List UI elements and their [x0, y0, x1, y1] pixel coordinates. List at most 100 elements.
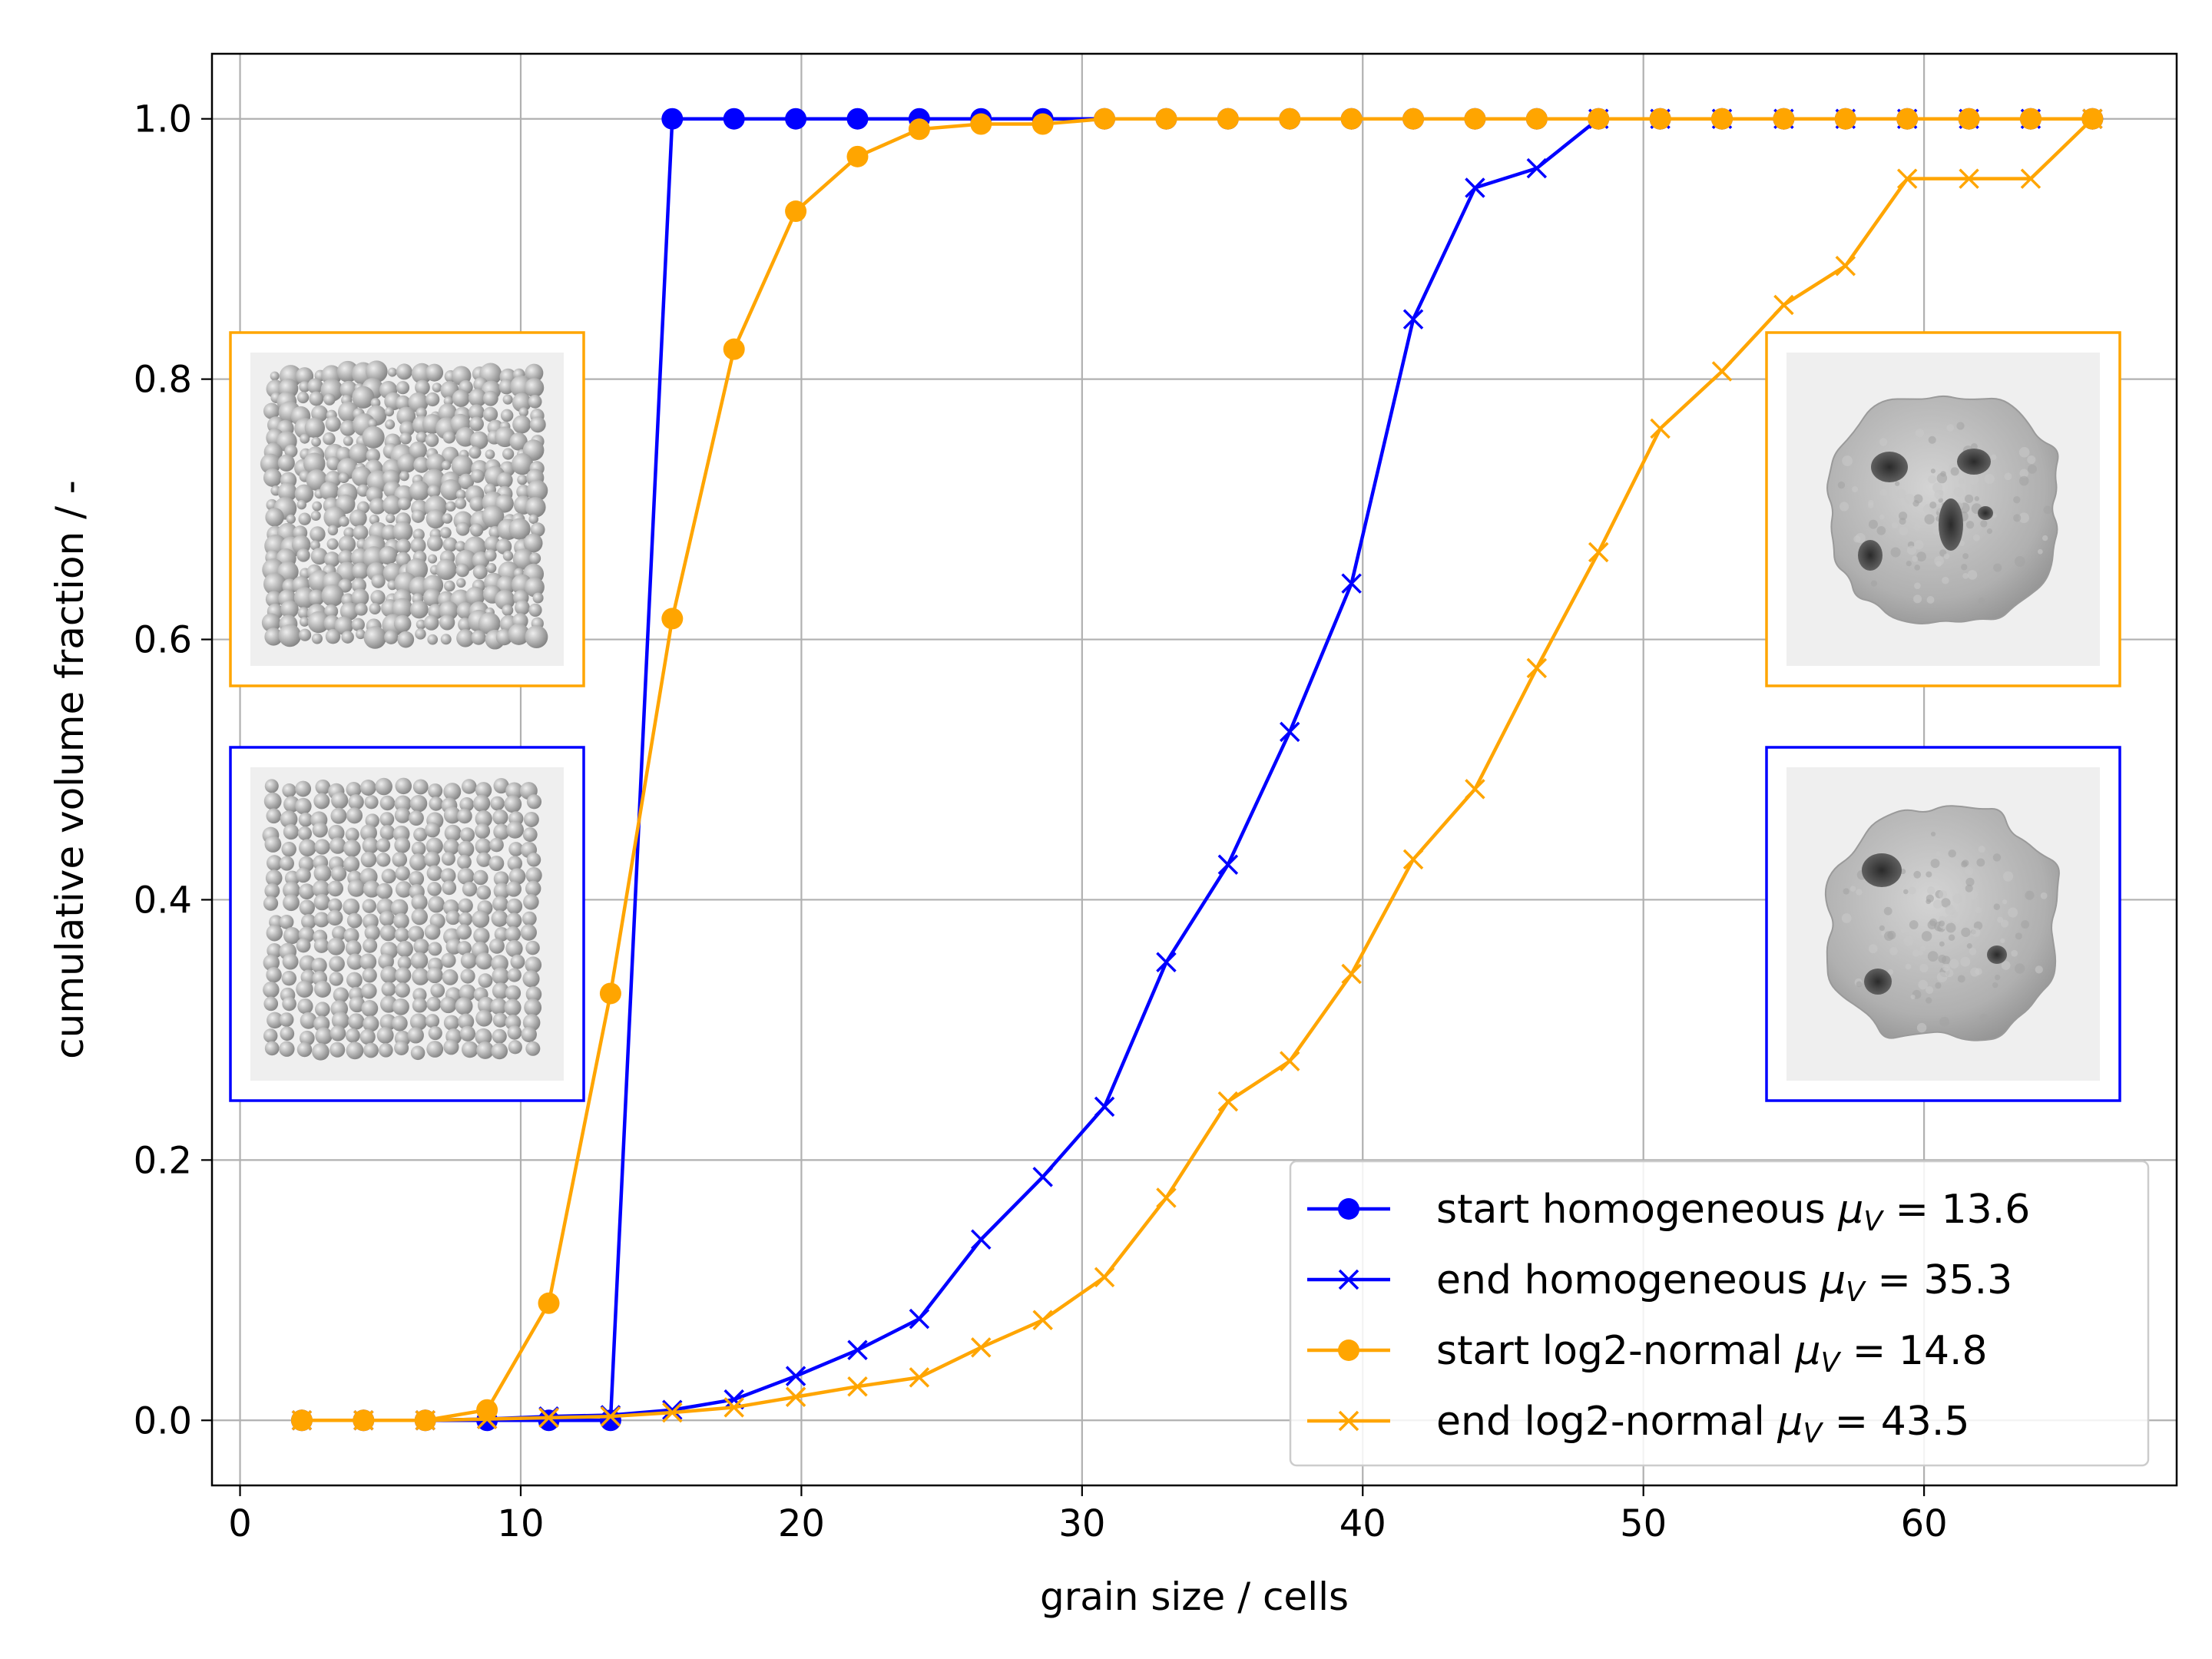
data-point	[847, 1376, 868, 1397]
legend: start homogeneous μV = 13.6 end homogeneo…	[1289, 1160, 2150, 1467]
series-end-log2-normal	[291, 108, 2103, 1431]
pore	[1939, 498, 1963, 551]
y-tick-label: 0.0	[134, 1399, 192, 1442]
data-point	[785, 200, 807, 223]
data-point	[1588, 108, 1610, 130]
ticks: 0 10 20 30 40 50 60 0.0 0.2 0.4 0.6 0.8 1.0	[134, 98, 1948, 1545]
data-point	[661, 108, 684, 130]
data-point	[1465, 177, 1485, 198]
legend-marker	[1338, 1410, 1359, 1432]
data-point	[723, 338, 745, 360]
x-axis-label: grain size / cells	[1040, 1575, 1349, 1619]
legend-label: start homogeneous μV = 13.6	[1436, 1187, 2030, 1237]
data-point	[415, 1410, 435, 1431]
data-point	[1156, 952, 1177, 973]
legend-box	[1289, 1160, 2150, 1467]
y-tick-label: 1.0	[134, 98, 192, 141]
data-point	[970, 113, 992, 135]
data-point	[785, 108, 807, 130]
legend-entry: start homogeneous μV = 13.6	[1307, 1187, 2030, 1237]
series-start-log2-normal	[290, 108, 2104, 1432]
inset-lower-right	[1765, 746, 2121, 1102]
sphere-packing	[260, 360, 548, 650]
inset-upper-left	[229, 331, 585, 687]
data-point	[1217, 108, 1239, 130]
data-point	[1155, 108, 1177, 130]
data-point	[2019, 108, 2041, 130]
data-point	[1094, 108, 1116, 130]
data-point	[1896, 108, 1919, 130]
data-point	[599, 982, 621, 1005]
data-point	[847, 1339, 868, 1361]
data-point	[1032, 1167, 1053, 1187]
legend-label: end log2-normal μV = 43.5	[1436, 1399, 1970, 1449]
data-point	[1402, 309, 1424, 329]
sintered-body	[1826, 395, 2059, 624]
data-point	[1340, 108, 1363, 130]
legend-label: end homogeneous μV = 35.3	[1436, 1257, 2012, 1308]
data-point	[909, 1308, 930, 1330]
data-point	[1156, 1187, 1177, 1208]
data-point	[1464, 108, 1486, 130]
data-point	[600, 1406, 621, 1427]
data-point	[1835, 255, 1856, 276]
inset-upper-right	[1765, 331, 2121, 687]
data-point	[1341, 573, 1362, 594]
data-point	[1958, 108, 1980, 130]
data-point	[1773, 108, 1795, 130]
x-tick-label: 40	[1339, 1502, 1386, 1545]
sphere-packing	[262, 777, 542, 1061]
data-point	[1031, 113, 1054, 135]
legend-marker	[1338, 1269, 1359, 1290]
legend-entry: end homogeneous μV = 35.3	[1307, 1257, 2012, 1308]
data-point	[1896, 168, 1918, 189]
data-point	[971, 1229, 992, 1250]
inset-lower-left	[229, 746, 585, 1102]
data-point	[353, 1410, 374, 1431]
data-point	[1525, 108, 1548, 130]
data-point	[662, 1399, 683, 1420]
data-point	[538, 1409, 560, 1432]
data-point	[661, 608, 684, 630]
data-point	[1341, 963, 1362, 985]
data-point	[723, 108, 745, 130]
data-point	[908, 118, 930, 141]
x-tick-label: 60	[1901, 1502, 1948, 1545]
pore	[1987, 945, 2007, 964]
data-point	[1094, 1267, 1115, 1288]
legend-marker	[1338, 1198, 1359, 1220]
data-point	[291, 1410, 313, 1431]
data-point	[1588, 541, 1609, 563]
pore	[1957, 449, 1991, 475]
data-point	[785, 1366, 806, 1386]
x-tick-label: 10	[497, 1502, 544, 1545]
sintered-body	[1824, 805, 2060, 1041]
pore	[1858, 540, 1883, 571]
data-point	[1959, 168, 1979, 189]
data-point	[1279, 108, 1301, 130]
pore	[1871, 452, 1908, 482]
data-point	[538, 1407, 559, 1429]
pore	[1864, 969, 1892, 995]
x-tick-label: 50	[1620, 1502, 1667, 1545]
pore	[1978, 506, 1993, 520]
plot-frame	[210, 52, 2178, 1487]
data-point	[1402, 849, 1424, 870]
data-point	[1711, 108, 1734, 130]
y-tick-label: 0.4	[134, 879, 192, 922]
series-line	[301, 118, 2094, 1422]
data-point	[1773, 294, 1794, 316]
data-point	[2082, 108, 2103, 129]
data-point	[1280, 1051, 1300, 1071]
data-point	[1834, 108, 1856, 130]
data-point	[785, 1386, 806, 1408]
data-point	[1217, 1091, 1239, 1112]
series-layer	[290, 108, 2104, 1432]
data-point	[724, 1397, 744, 1418]
data-point	[1650, 418, 1671, 439]
x-tick-label: 20	[778, 1502, 825, 1545]
data-point	[1649, 108, 1671, 130]
x-tick-label: 0	[228, 1502, 252, 1545]
data-point	[1402, 108, 1425, 130]
